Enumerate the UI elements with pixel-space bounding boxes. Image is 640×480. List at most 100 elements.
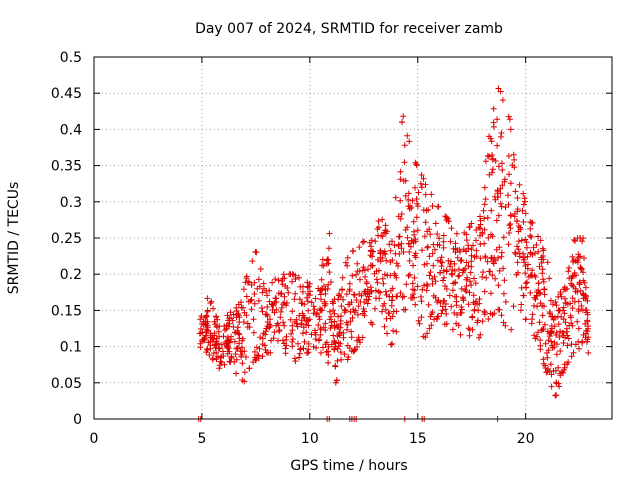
data-point <box>404 132 411 139</box>
data-point <box>251 300 258 307</box>
data-point <box>402 192 409 199</box>
data-point <box>374 279 381 286</box>
data-point <box>570 349 577 356</box>
data-point <box>288 330 295 337</box>
data-point <box>241 369 248 376</box>
data-point <box>465 301 472 308</box>
data-point <box>396 233 402 240</box>
data-point <box>434 231 441 237</box>
data-point <box>393 274 400 281</box>
data-point <box>565 335 572 342</box>
data-point <box>379 254 386 261</box>
data-point <box>341 351 348 358</box>
data-point <box>569 322 576 329</box>
data-point <box>506 171 512 178</box>
data-point <box>480 269 486 276</box>
data-point <box>514 243 521 250</box>
data-point <box>253 344 260 351</box>
data-point <box>468 263 475 270</box>
data-point <box>320 262 327 269</box>
data-point <box>467 269 474 276</box>
data-point <box>481 201 488 208</box>
data-point <box>271 329 278 336</box>
data-point <box>266 287 273 294</box>
data-point <box>389 285 396 292</box>
data-point <box>308 299 315 306</box>
data-point <box>490 123 497 130</box>
data-point <box>473 237 479 244</box>
data-point <box>557 348 564 354</box>
data-point <box>411 294 417 301</box>
data-point <box>477 213 483 220</box>
data-point <box>204 307 211 314</box>
data-point <box>406 138 413 145</box>
data-point <box>449 326 456 333</box>
data-point <box>461 229 468 236</box>
data-point <box>380 280 387 287</box>
data-point <box>488 138 495 145</box>
data-point <box>496 267 503 274</box>
data-point <box>468 282 475 289</box>
data-point <box>209 356 216 363</box>
data-point <box>466 289 473 296</box>
data-point <box>574 318 581 325</box>
data-point <box>505 241 512 248</box>
data-point <box>516 253 523 260</box>
data-point <box>292 318 298 325</box>
data-point <box>525 261 531 268</box>
y-tick-label: 0.5 <box>60 50 82 66</box>
data-point <box>537 342 544 349</box>
data-point <box>585 349 592 356</box>
data-point <box>289 322 296 329</box>
data-point <box>465 325 472 332</box>
data-point <box>463 276 470 283</box>
data-point <box>429 250 436 257</box>
data-point <box>283 302 290 309</box>
data-point <box>556 307 563 314</box>
data-point <box>361 238 367 245</box>
data-point <box>566 264 572 271</box>
data-point <box>538 259 545 266</box>
data-point <box>518 284 525 291</box>
data-point <box>584 318 591 325</box>
data-point <box>577 265 584 272</box>
data-point <box>338 356 345 363</box>
data-point <box>555 321 562 328</box>
data-point <box>510 303 517 310</box>
data-point <box>326 316 333 323</box>
data-point <box>407 243 414 250</box>
data-point <box>254 285 261 292</box>
data-point <box>256 345 263 352</box>
data-point <box>440 277 446 284</box>
data-point <box>349 314 356 321</box>
data-point <box>412 184 418 191</box>
data-point <box>449 287 456 294</box>
data-point <box>456 266 462 273</box>
data-point <box>557 289 564 296</box>
data-point <box>305 307 312 314</box>
data-point <box>260 280 267 287</box>
data-point <box>528 272 535 279</box>
data-point <box>326 308 333 315</box>
data-point <box>435 297 442 304</box>
data-point <box>359 239 366 246</box>
data-point <box>482 158 489 165</box>
data-point <box>473 247 480 254</box>
data-point <box>395 263 401 269</box>
data-point <box>317 307 324 314</box>
data-point <box>389 313 396 320</box>
data-point <box>484 152 491 159</box>
data-point <box>245 278 252 285</box>
data-point <box>567 314 574 321</box>
data-point <box>255 276 262 283</box>
data-point <box>432 220 439 227</box>
data-point <box>448 258 454 265</box>
data-point <box>566 275 573 282</box>
data-point <box>228 315 235 322</box>
data-point <box>275 277 282 284</box>
data-point <box>290 271 297 278</box>
data-point <box>452 240 459 247</box>
data-point <box>345 354 352 360</box>
data-point <box>264 292 271 299</box>
data-point <box>405 196 412 203</box>
